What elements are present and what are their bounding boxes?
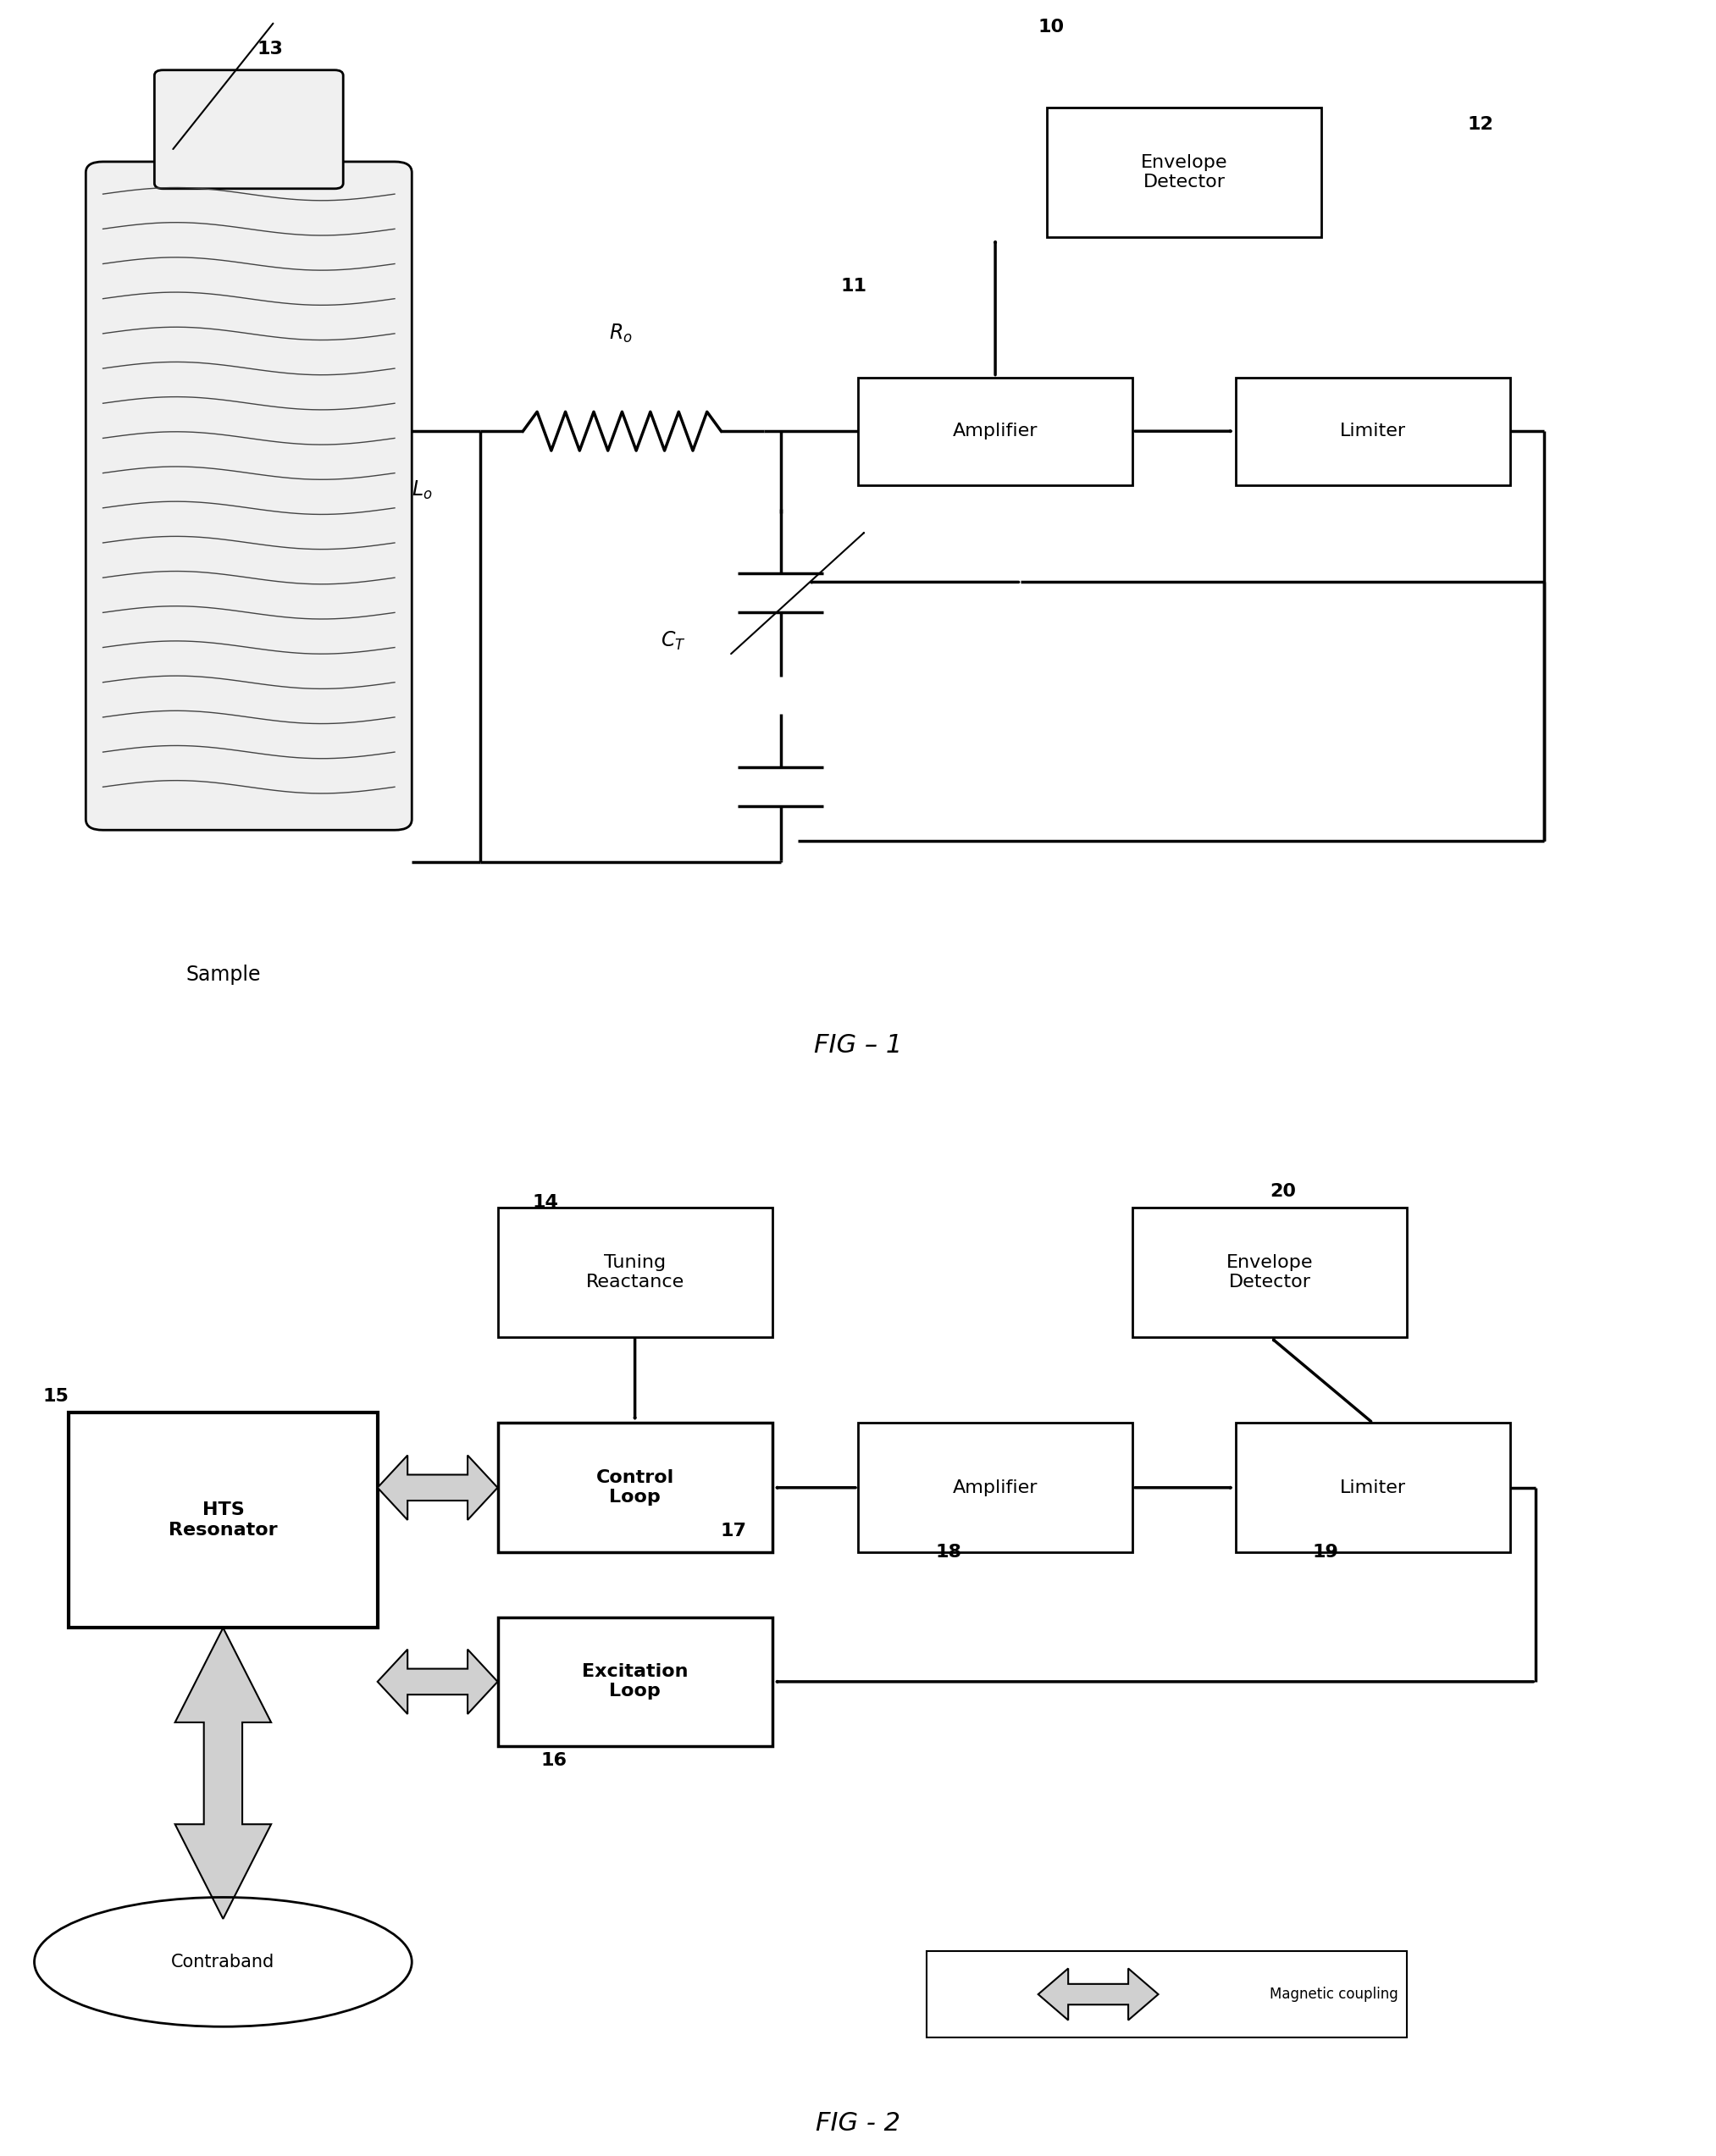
Text: 14: 14 — [532, 1194, 558, 1212]
Text: Limiter: Limiter — [1340, 1479, 1405, 1496]
Bar — [1047, 108, 1321, 237]
Bar — [1133, 1207, 1407, 1337]
Bar — [498, 1423, 772, 1552]
Text: HTS
Resonator: HTS Resonator — [168, 1503, 278, 1537]
Text: 13: 13 — [257, 41, 283, 58]
Text: Excitation
Loop: Excitation Loop — [582, 1664, 688, 1699]
Bar — [69, 1412, 378, 1628]
Text: 11: 11 — [841, 278, 867, 295]
Text: 10: 10 — [1038, 19, 1064, 37]
FancyBboxPatch shape — [86, 162, 412, 830]
Bar — [1236, 377, 1510, 485]
Text: 19: 19 — [1313, 1544, 1338, 1561]
Text: Envelope
Detector: Envelope Detector — [1227, 1255, 1313, 1289]
Polygon shape — [378, 1649, 498, 1714]
Text: Amplifier: Amplifier — [952, 1479, 1038, 1496]
Text: 17: 17 — [721, 1522, 746, 1539]
Text: 18: 18 — [935, 1544, 961, 1561]
Polygon shape — [175, 1628, 271, 1919]
Bar — [498, 1617, 772, 1746]
FancyBboxPatch shape — [154, 69, 343, 188]
Text: 15: 15 — [43, 1388, 69, 1406]
Text: Limiter: Limiter — [1340, 423, 1405, 440]
Text: FIG - 2: FIG - 2 — [815, 2111, 901, 2137]
Text: FIG – 1: FIG – 1 — [813, 1033, 903, 1059]
Text: Envelope
Detector: Envelope Detector — [1141, 155, 1227, 190]
Text: Sample: Sample — [185, 966, 261, 985]
Text: $C_T$: $C_T$ — [661, 630, 686, 651]
Bar — [498, 1207, 772, 1337]
Text: Tuning
Reactance: Tuning Reactance — [585, 1255, 685, 1289]
Text: Control
Loop: Control Loop — [595, 1470, 674, 1505]
Text: Contraband: Contraband — [172, 1953, 275, 1971]
Text: Magnetic coupling: Magnetic coupling — [1270, 1986, 1399, 2003]
Text: 20: 20 — [1270, 1184, 1296, 1201]
Bar — [858, 377, 1133, 485]
Bar — [858, 1423, 1133, 1552]
Polygon shape — [1038, 1968, 1158, 2020]
Bar — [1236, 1423, 1510, 1552]
Bar — [927, 1951, 1407, 2037]
Text: $L_o$: $L_o$ — [412, 479, 432, 500]
Text: Amplifier: Amplifier — [952, 423, 1038, 440]
Text: $R_o$: $R_o$ — [609, 323, 633, 345]
Polygon shape — [378, 1455, 498, 1520]
Text: 16: 16 — [541, 1753, 566, 1770]
Text: 12: 12 — [1467, 116, 1493, 134]
